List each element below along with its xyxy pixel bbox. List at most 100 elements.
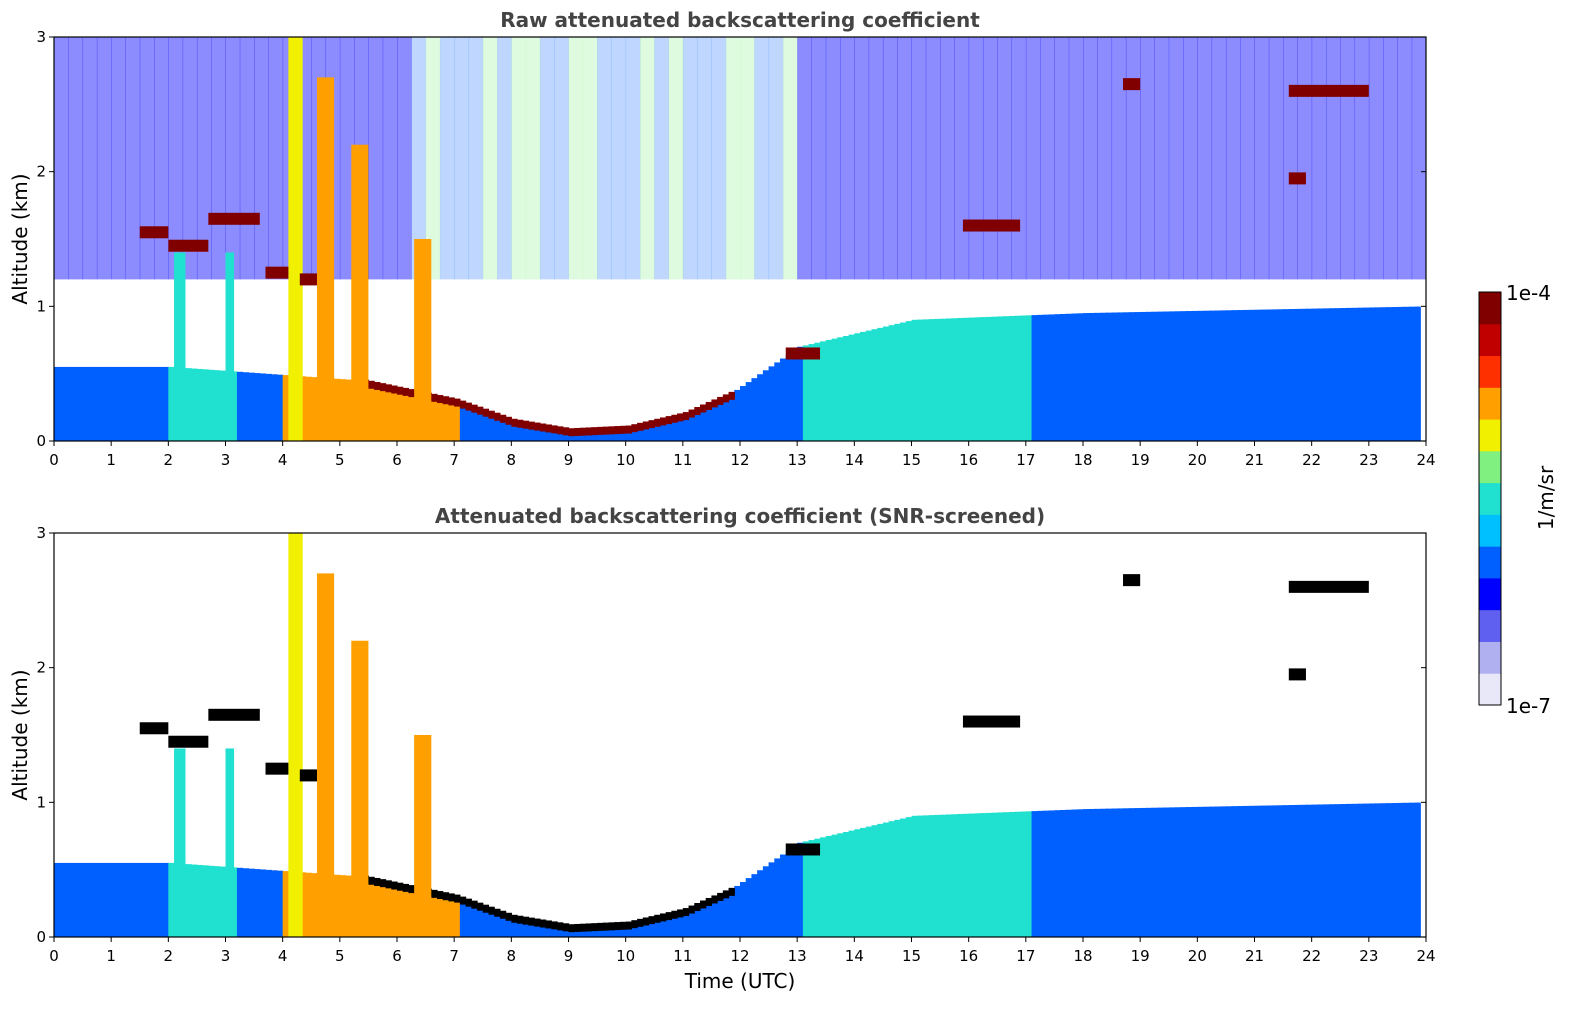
aerosol-column — [334, 378, 341, 441]
aerosol-column — [900, 818, 907, 937]
cloud-layer — [265, 762, 289, 775]
aerosol-column — [717, 894, 724, 937]
aerosol-column — [1254, 309, 1261, 441]
aerosol-column — [802, 841, 810, 937]
aerosol-column — [625, 427, 632, 441]
aerosol-column — [608, 924, 615, 937]
x-tick-label: 6 — [392, 451, 402, 469]
noise-strip — [111, 37, 126, 280]
x-tick-label: 6 — [392, 947, 402, 965]
aerosol-column — [905, 321, 913, 441]
precip-streak — [316, 77, 335, 442]
aerosol-column — [1145, 807, 1153, 937]
colorbar-segment — [1479, 609, 1501, 642]
noise-strip — [997, 37, 1013, 280]
aerosol-column — [860, 827, 867, 937]
aerosol-column — [1002, 316, 1010, 441]
bl-top-layer — [379, 879, 387, 888]
aerosol-column — [774, 362, 781, 441]
x-tick-label: 2 — [164, 947, 174, 965]
panel-raw: Raw attenuated backscattering coefficien… — [8, 8, 1436, 469]
aerosol-column — [391, 883, 398, 937]
aerosol-column — [214, 370, 221, 441]
bl-top-layer — [568, 428, 575, 437]
cloud-layer — [1288, 580, 1369, 593]
aerosol-column — [282, 871, 289, 937]
aerosol-column — [528, 423, 535, 441]
aerosol-column — [1380, 803, 1387, 937]
bl-top-layer — [408, 885, 415, 894]
aerosol-column — [116, 366, 124, 441]
heatmap-screened — [54, 533, 1421, 937]
aerosol-column — [1243, 309, 1250, 441]
bl-top-layer — [442, 892, 450, 901]
aerosol-column — [545, 426, 552, 441]
aerosol-column — [1300, 308, 1307, 441]
bl-top-layer — [631, 424, 638, 433]
bl-top-layer — [654, 418, 661, 427]
colorbar: 1e-4 1e-7 1/m/sr — [1478, 281, 1558, 718]
noise-strip — [525, 37, 541, 280]
aerosol-column — [837, 833, 844, 937]
aerosol-column — [511, 916, 518, 937]
aerosol-column — [214, 866, 221, 937]
aerosol-column — [545, 922, 552, 937]
aerosol-column — [1163, 807, 1170, 937]
aerosol-column — [642, 919, 650, 937]
y-tick-label: 2 — [36, 163, 46, 181]
aerosol-column — [168, 366, 175, 441]
colorbar-segment — [1479, 546, 1501, 579]
bl-top-layer — [631, 920, 638, 929]
colorbar-frame — [1478, 291, 1502, 706]
aerosol-column — [934, 318, 941, 441]
aerosol-column — [1214, 310, 1221, 441]
aerosol-column — [837, 337, 844, 441]
x-axis-label: Time (UTC) — [684, 969, 796, 993]
aerosol-column — [168, 862, 175, 937]
bl-top-layer — [454, 398, 461, 407]
aerosol-column — [1374, 307, 1381, 441]
aerosol-column — [751, 378, 758, 441]
aerosol-column — [517, 421, 524, 441]
aerosol-column — [1145, 311, 1153, 441]
aerosol-column — [1180, 807, 1187, 937]
aerosol-column — [1220, 806, 1227, 937]
aerosol-column — [122, 366, 129, 441]
aerosol-column — [1163, 311, 1170, 441]
bl-top-layer — [711, 399, 718, 408]
aerosol-column — [699, 406, 707, 441]
aerosol-column — [1294, 804, 1301, 937]
aerosol-column — [705, 899, 713, 937]
aerosol-column — [1260, 805, 1267, 937]
aerosol-column — [265, 373, 272, 441]
aerosol-column — [871, 825, 878, 937]
bl-top-layer — [625, 425, 632, 434]
aerosol-column — [1208, 806, 1216, 937]
aerosol-column — [134, 366, 141, 441]
aerosol-column — [248, 868, 255, 937]
aerosol-column — [219, 370, 227, 441]
aerosol-column — [191, 368, 198, 441]
aerosol-column — [1248, 805, 1256, 937]
aerosol-column — [1180, 311, 1187, 441]
y-axis-label-screened: Altitude (km) — [8, 669, 32, 800]
aerosol-column — [1037, 810, 1044, 937]
aerosol-column — [162, 862, 169, 937]
bl-top-layer — [534, 422, 541, 431]
aerosol-column — [1134, 312, 1141, 441]
aerosol-column — [1414, 306, 1421, 441]
bl-top-layer — [402, 387, 410, 396]
aerosol-column — [488, 908, 495, 937]
aerosol-column — [254, 373, 261, 441]
aerosol-column — [1031, 315, 1038, 441]
bl-top-layer — [499, 910, 507, 919]
aerosol-column — [785, 850, 793, 937]
colorbar-segment — [1479, 387, 1501, 420]
aerosol-column — [196, 368, 204, 441]
noise-strip — [1383, 37, 1398, 280]
cloud-layer — [168, 239, 209, 252]
aerosol-column — [968, 813, 975, 937]
aerosol-column — [659, 915, 667, 937]
aerosol-column — [1403, 306, 1410, 441]
noise-strip — [582, 37, 598, 280]
